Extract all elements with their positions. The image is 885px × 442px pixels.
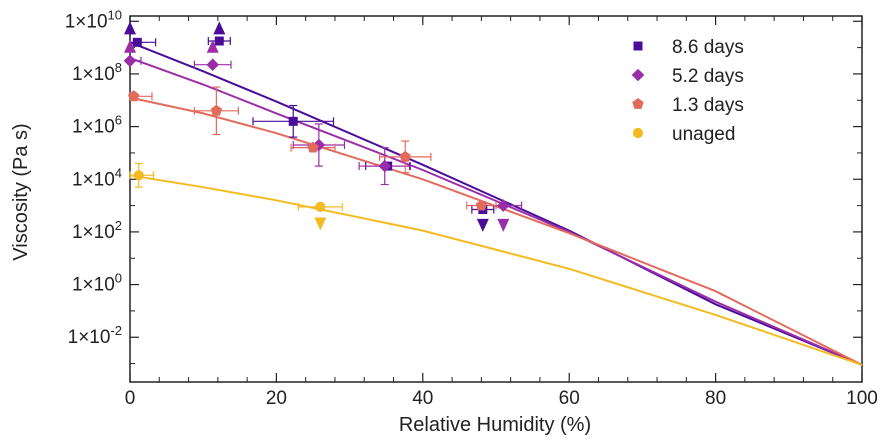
data-point-8-6-days [214,36,224,46]
legend-label-unaged: unaged [672,124,735,145]
x-tick-label: 40 [412,388,433,409]
y-tick-label: 1×10-2 [68,323,122,348]
x-tick-label: 20 [266,388,287,409]
data-point-8-6-days [288,116,298,126]
limit-marker-down-5-2-days [497,218,510,232]
x-tick-label: 0 [125,388,136,409]
fit-line-8-6-days [129,41,863,366]
data-point-5-2-days [312,138,326,152]
y-tick-label: 1×108 [72,60,122,85]
x-tick-label: 80 [705,388,726,409]
data-point-1-3-days [399,150,411,162]
legend: 8.6 days 5.2 days 1.3 days unaged [631,37,744,145]
limit-marker-down-8-6-days [476,218,489,232]
data-point-1-3-days [307,141,319,153]
legend-label-8-6-days: 8.6 days [672,37,744,58]
legend-label-1-3-days: 1.3 days [672,95,744,116]
fit-line-5-2-days [129,57,863,366]
limit-marker-up-8-6-days [213,21,226,35]
data-point-1-3-days [128,90,140,102]
limit-marker-up-5-2-days [124,39,136,53]
data-point-unaged [133,170,144,181]
data-point-unaged [315,201,326,212]
plot-frame [129,15,863,383]
legend-marker-8-6-days [633,41,643,51]
fit-lines [129,41,863,366]
fit-line-unaged [129,174,863,366]
y-tick-label: 1×102 [72,218,122,243]
data-point-1-3-days [475,199,488,211]
y-tick-label: 1×1010 [65,7,122,32]
y-tick-label: 1×104 [72,165,122,190]
data-point-8-6-days [132,37,142,47]
y-tick-label: 1×106 [72,113,122,138]
y-axis-title: Viscosity (Pa s) [10,123,32,260]
data-point-1-3-days [210,104,223,116]
axes: 0 20 40 60 80 100 1×10-2 1×100 1×102 1×104 1×106 1×… [65,7,878,409]
legend-marker-1-3-days [632,98,644,109]
data-point-5-2-days [497,199,510,212]
legend-marker-5-2-days [631,68,645,82]
x-tick-label: 60 [559,388,580,409]
data-point-5-2-days [378,159,392,173]
data-points [123,21,510,232]
x-tick-label: 100 [846,388,878,409]
fit-line-1-3-days [129,96,863,366]
limit-marker-up-5-2-days [206,39,219,53]
data-point-5-2-days [206,58,220,72]
y-tick-label: 1×100 [72,271,122,296]
legend-marker-unaged [632,127,644,139]
limit-marker-down-unaged [314,217,327,231]
limit-marker-up-8-6-days [124,21,136,35]
x-axis-title: Relative Humidity (%) [399,414,591,436]
data-point-5-2-days [123,54,137,68]
legend-label-5-2-days: 5.2 days [672,66,744,87]
